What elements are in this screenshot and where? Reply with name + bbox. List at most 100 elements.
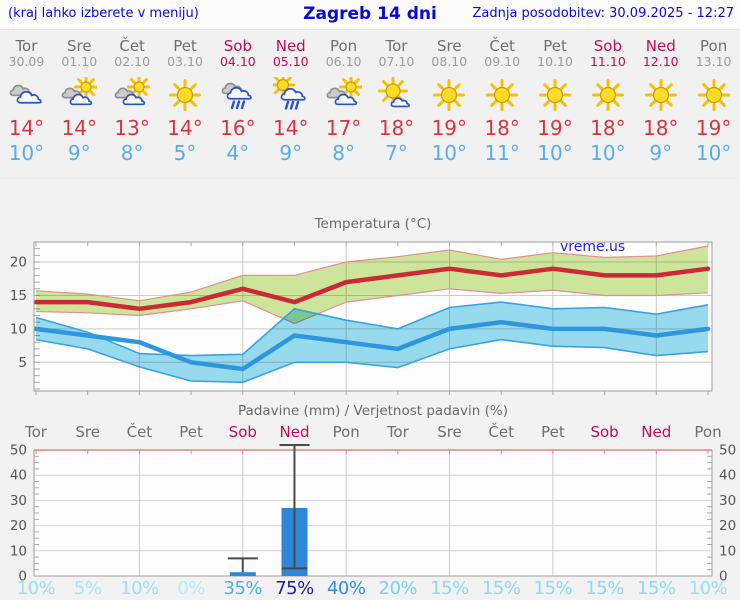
svg-text:20%: 20% xyxy=(379,578,418,599)
svg-text:Sre: Sre xyxy=(75,423,100,441)
svg-text:0: 0 xyxy=(719,569,728,585)
max-temperature: 13° xyxy=(114,116,150,140)
last-update-text: Zadnja posodobitev: 30.09.2025 - 12:27 xyxy=(472,6,734,21)
sun-rain-icon xyxy=(272,77,306,110)
svg-text:10: 10 xyxy=(719,543,736,559)
svg-text:Pon: Pon xyxy=(694,423,721,441)
svg-text:20: 20 xyxy=(10,518,27,534)
min-temperature: 10° xyxy=(590,141,626,165)
forecast-strip: Tor 30.09 14° 10° Sre 01.10 14° 9° Čet 02.10 13° 8°… xyxy=(0,30,740,179)
day-date: 08.10 xyxy=(431,54,468,69)
min-temperature: 9° xyxy=(649,141,673,165)
svg-text:Temperatura (°C): Temperatura (°C) xyxy=(314,216,432,232)
day-name: Pet xyxy=(543,37,567,55)
svg-text:10%: 10% xyxy=(689,578,728,599)
svg-text:10: 10 xyxy=(10,543,27,559)
svg-text:50: 50 xyxy=(719,443,736,459)
max-temperature: 18° xyxy=(378,116,415,140)
forecast-day: Pon 13.10 19° 10° xyxy=(687,30,740,178)
min-temperature: 10° xyxy=(8,141,45,165)
forecast-day: Pon 06.10 17° 8° xyxy=(317,30,370,178)
forecast-day: Čet 02.10 13° 8° xyxy=(106,30,159,178)
forecast-day: Tor 30.09 14° 10° xyxy=(0,30,53,178)
day-date: 02.10 xyxy=(114,54,151,69)
svg-text:Sre: Sre xyxy=(437,423,462,441)
svg-text:40: 40 xyxy=(10,468,27,484)
page-title: Zagreb 14 dni xyxy=(303,4,437,24)
day-name: Ned xyxy=(645,37,676,55)
svg-text:30: 30 xyxy=(719,493,736,509)
svg-text:10%: 10% xyxy=(17,578,56,599)
svg-text:15%: 15% xyxy=(430,578,469,599)
cloudy-icon xyxy=(9,84,43,104)
max-temperature: 14° xyxy=(273,116,309,140)
min-temperature: 10° xyxy=(695,141,732,165)
day-name: Pet xyxy=(173,37,197,55)
day-date: 10.10 xyxy=(537,54,573,69)
day-name: Pon xyxy=(700,37,728,55)
svg-text:40%: 40% xyxy=(327,578,366,599)
svg-text:15%: 15% xyxy=(482,578,521,599)
sunny-icon xyxy=(591,79,624,111)
min-temperature: 8° xyxy=(120,141,144,165)
min-temperature: 9° xyxy=(279,141,303,165)
svg-text:Pet: Pet xyxy=(179,423,203,441)
forecast-day: Sre 08.10 19° 10° xyxy=(423,30,476,178)
svg-text:Čet: Čet xyxy=(488,422,514,441)
svg-text:Ned: Ned xyxy=(641,423,671,441)
max-temperature: 17° xyxy=(325,116,362,140)
day-name: Sob xyxy=(593,37,622,55)
spacer xyxy=(0,179,740,214)
svg-text:Padavine (mm) / Verjetnost pad: Padavine (mm) / Verjetnost padavin (%) xyxy=(238,403,508,419)
forecast-day: Tor 07.10 18° 7° xyxy=(370,30,423,178)
sunny-icon xyxy=(697,79,730,111)
min-temperature: 8° xyxy=(332,141,355,165)
day-date: 03.10 xyxy=(167,54,203,69)
day-date: 04.10 xyxy=(219,54,256,69)
sunny-icon xyxy=(486,79,519,111)
svg-text:15%: 15% xyxy=(534,578,573,599)
svg-text:Sob: Sob xyxy=(229,423,257,441)
max-temperature: 19° xyxy=(695,116,732,140)
max-temperature: 14° xyxy=(61,116,98,140)
day-name: Sob xyxy=(223,37,252,55)
max-temperature: 19° xyxy=(431,116,468,140)
forecast-day: Ned 05.10 14° 9° xyxy=(264,30,317,178)
svg-text:Tor: Tor xyxy=(24,423,48,441)
forecast-day: Sob 04.10 16° 4° xyxy=(211,30,264,178)
day-date: 07.10 xyxy=(378,54,415,69)
rain-icon xyxy=(221,82,252,110)
svg-text:75%: 75% xyxy=(275,578,314,599)
svg-text:0: 0 xyxy=(18,569,27,585)
partly-cloudy-icon xyxy=(114,77,151,106)
day-date: 09.10 xyxy=(484,54,521,69)
day-name: Tor xyxy=(15,37,38,55)
svg-text:10: 10 xyxy=(10,321,27,337)
max-temperature: 18° xyxy=(484,116,520,140)
forecast-day: Sre 01.10 14° 9° xyxy=(53,30,106,178)
svg-text:vreme.us: vreme.us xyxy=(560,239,625,255)
svg-text:40: 40 xyxy=(719,468,736,484)
svg-text:Tor: Tor xyxy=(386,423,410,441)
max-temperature: 18° xyxy=(590,116,626,140)
min-temperature: 4° xyxy=(226,141,250,165)
min-temperature: 7° xyxy=(385,141,408,165)
min-temperature: 9° xyxy=(67,141,91,165)
day-name: Sre xyxy=(66,37,92,55)
svg-text:Sob: Sob xyxy=(590,423,618,441)
menu-hint-text: (kraj lahko izberete v meniju) xyxy=(8,6,199,21)
svg-text:0%: 0% xyxy=(177,578,205,599)
day-name: Pon xyxy=(329,37,358,55)
min-temperature: 10° xyxy=(537,141,573,165)
svg-text:10%: 10% xyxy=(120,578,159,599)
day-name: Čet xyxy=(489,37,515,55)
svg-text:30: 30 xyxy=(10,493,27,509)
forecast-day: Čet 09.10 18° 11° xyxy=(476,30,529,178)
svg-text:Ned: Ned xyxy=(280,423,310,441)
svg-text:5: 5 xyxy=(18,355,27,371)
svg-text:35%: 35% xyxy=(224,578,263,599)
sunny-icon xyxy=(169,79,201,111)
svg-text:Čet: Čet xyxy=(127,422,153,441)
day-date: 06.10 xyxy=(325,54,362,69)
svg-text:20: 20 xyxy=(10,255,27,271)
